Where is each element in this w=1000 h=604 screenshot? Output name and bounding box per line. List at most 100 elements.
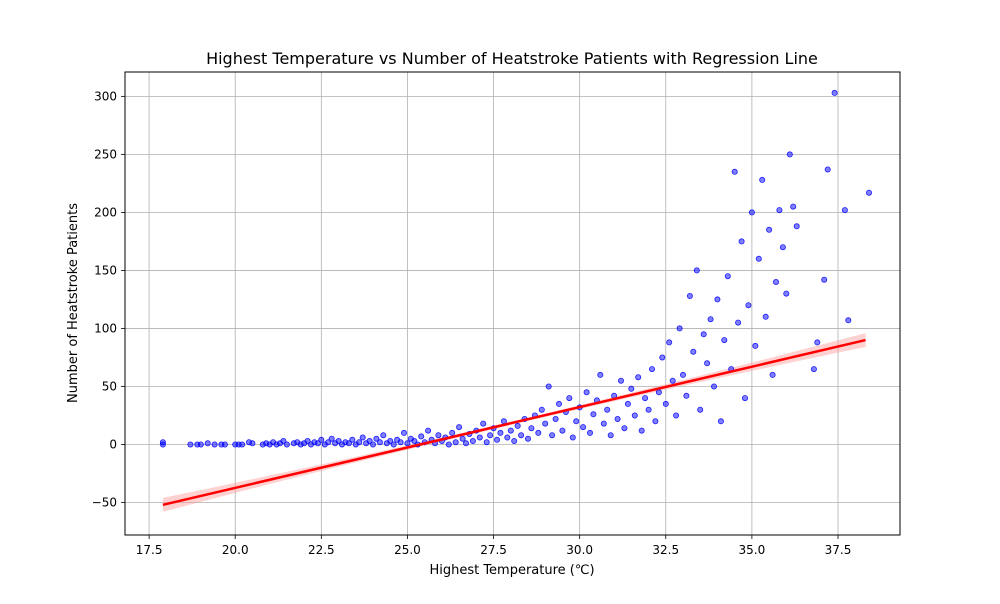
data-point [493,436,500,443]
data-point [604,406,611,413]
data-point [452,439,459,446]
data-point [759,176,766,183]
data-point [376,439,383,446]
data-point [638,427,645,434]
data-point [742,395,749,402]
data-point [793,223,800,230]
data-point [766,226,773,233]
data-point [745,302,752,309]
data-point [528,425,535,432]
data-point [545,383,552,390]
data-point [335,437,342,444]
data-point [624,400,631,407]
data-point [397,439,404,446]
y-tick-label: 300 [94,89,117,103]
data-point [459,435,466,442]
plot-frame [124,71,901,536]
data-point [731,168,738,175]
data-point [249,440,256,447]
data-point [449,429,456,436]
data-point [476,434,483,441]
data-point [542,420,549,427]
x-tick-label: 37.5 [825,543,852,557]
data-point [721,337,728,344]
data-point [325,439,332,446]
data-point [666,339,673,346]
data-point [518,432,525,439]
data-point [686,292,693,299]
data-point [535,429,542,436]
data-point [211,441,218,448]
x-tick-label: 25.0 [394,543,421,557]
data-point [356,439,363,446]
data-point [735,319,742,326]
x-tick-label: 32.5 [652,543,679,557]
data-point [314,440,321,447]
x-tick-label: 35.0 [739,543,766,557]
data-point [435,432,442,439]
chart-title: Highest Temperature vs Number of Heatstr… [206,49,818,68]
data-point [779,244,786,251]
data-point [359,434,366,441]
x-tick-label: 17.5 [136,543,163,557]
x-axis-ticks: 17.5 20.0 22.5 25.0 27.5 30.0 32.5 35.0 37.5 [136,535,852,557]
data-point [239,441,246,448]
data-point [221,441,228,448]
data-point [366,437,373,444]
data-point [662,400,669,407]
y-tick-label: 0 [109,437,117,451]
data-point [404,440,411,447]
data-point [425,427,432,434]
data-point [690,348,697,355]
data-point [487,432,494,439]
y-tick-label: −50 [92,496,117,510]
y-tick-label: 250 [94,147,117,161]
data-point [738,238,745,245]
data-point [400,429,407,436]
data-point [659,354,666,361]
data-point [504,434,511,441]
data-point [345,440,352,447]
data-point [769,371,776,378]
data-point [704,360,711,367]
data-point [673,412,680,419]
data-point [607,432,614,439]
data-point [642,395,649,402]
y-tick-label: 100 [94,321,117,335]
data-point [507,427,514,434]
data-point [411,437,418,444]
data-point [204,440,211,447]
data-point [635,374,642,381]
data-point [514,422,521,429]
data-point [655,389,662,396]
data-point [480,420,487,427]
data-point [580,424,587,431]
y-axis-ticks: −50 0 50 100 150 200 250 300 [92,89,125,510]
data-point [418,433,425,440]
data-point [724,273,731,280]
data-point [676,325,683,332]
data-point [197,441,204,448]
data-point [790,203,797,210]
data-point [483,439,490,446]
data-point [631,412,638,419]
data-point [559,427,566,434]
data-point [569,434,576,441]
data-point [669,377,676,384]
data-point [628,385,635,392]
data-point [538,406,545,413]
data-point [680,371,687,378]
data-point [649,366,656,373]
data-point [693,267,700,274]
x-tick-label: 30.0 [566,543,593,557]
data-point [814,339,821,346]
data-point [590,411,597,418]
grid-lines [125,72,900,535]
data-point [349,436,356,443]
data-point [621,425,628,432]
data-point [304,437,311,444]
y-axis-label: Number of Heatstroke Patients [66,203,81,403]
data-point [866,189,873,196]
data-point [556,400,563,407]
